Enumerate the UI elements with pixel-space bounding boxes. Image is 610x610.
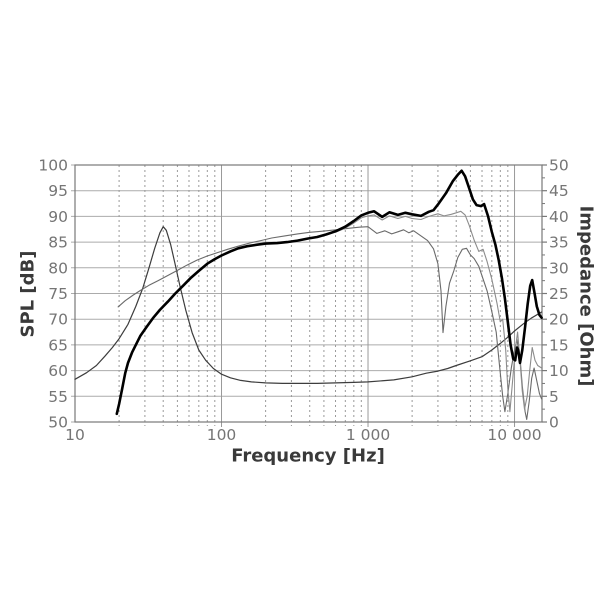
y-right-tick-label: 25 [549, 285, 569, 303]
y-right-tick-label: 20 [549, 311, 569, 329]
y-left-tick-label: 70 [48, 311, 68, 329]
x-tick-label: 100 [207, 426, 237, 444]
y-left-tick-label: 75 [48, 285, 68, 303]
y-left-tick-label: 80 [48, 259, 68, 277]
x-tick-label: 1 000 [346, 426, 390, 444]
y-left-tick-label: 65 [48, 336, 68, 354]
y-left-tick-label: 50 [48, 414, 68, 432]
y-left-tick-label: 55 [48, 388, 68, 406]
y-right-tick-label: 35 [549, 234, 569, 252]
y-right-tick-label: 15 [549, 336, 569, 354]
y-left-tick-label: 95 [48, 182, 68, 200]
y-left-tick-label: 60 [48, 362, 68, 380]
y-right-tick-label: 30 [549, 259, 569, 277]
y-left-tick-label: 100 [38, 157, 68, 175]
y-right-tick-label: 5 [549, 388, 559, 406]
x-tick-label: 10 000 [487, 426, 541, 444]
x-axis-label: Frequency [Hz] [231, 445, 385, 467]
y-axis-label-right: Impedance [Ohm] [575, 205, 597, 387]
y-right-tick-label: 10 [549, 362, 569, 380]
y-axis-label-left: SPL [dB] [17, 250, 39, 338]
curve-spl-secondary [334, 210, 543, 413]
y-right-tick-label: 40 [549, 208, 569, 226]
y-right-tick-label: 45 [549, 182, 569, 200]
x-tick-label: 10 [65, 426, 85, 444]
curve-impedance [74, 226, 543, 384]
y-right-tick-label: 0 [549, 414, 559, 432]
y-right-tick-label: 50 [549, 157, 569, 175]
y-left-tick-label: 90 [48, 208, 68, 226]
y-left-tick-label: 85 [48, 234, 68, 252]
curve-spl-off-axis [117, 226, 543, 420]
curve-spl-on-axis [115, 169, 543, 416]
